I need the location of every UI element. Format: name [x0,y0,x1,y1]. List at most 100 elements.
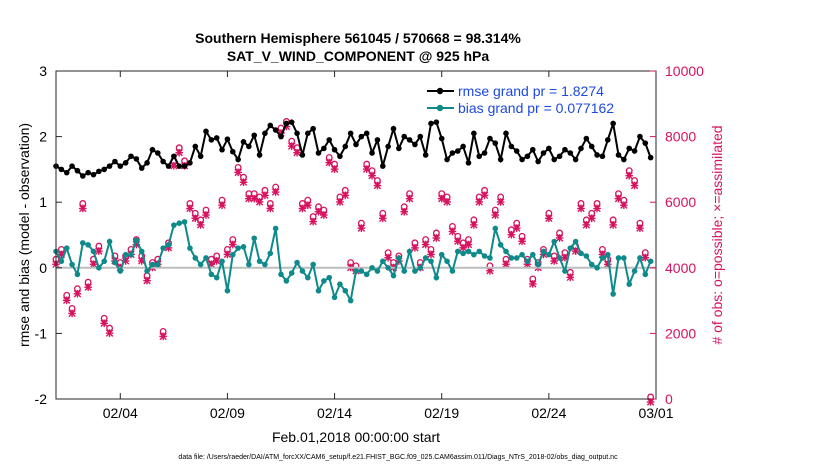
obs-assimilated-point [641,253,650,262]
rmse-point [471,130,477,137]
y-right-tick-label: 6000 [665,194,696,210]
bias-point [594,265,600,271]
rmse-point [208,137,215,143]
obs-assimilated-point [223,250,232,259]
rmse-point [572,156,579,163]
obs-assimilated-point [212,257,221,265]
bias-point [524,258,531,265]
rmse-point [176,163,183,169]
bias-point [503,248,509,255]
bias-point [79,240,86,246]
rmse-point [647,154,654,161]
rmse-series-line [55,120,652,178]
rmse-point [637,133,643,140]
bias-series-markers [53,219,654,304]
bias-point [331,294,338,301]
rmse-point [604,137,611,143]
rmse-point [278,133,284,140]
bias-point [438,251,445,258]
rmse-point [181,163,188,169]
bias-point [224,287,231,294]
bias-point [508,255,515,261]
obs-assimilated-point [368,171,376,180]
bias-point [481,253,488,259]
bias-point [288,270,295,276]
obs-assimilated-point [261,191,269,200]
bias-point [529,251,536,258]
bias-point [417,265,424,271]
rmse-point [508,143,515,150]
rmse-point [213,135,220,141]
bias-point [433,274,440,281]
rmse-point [551,156,558,163]
obs-assimilated-point [550,257,559,265]
obs-assimilated-point [62,296,71,305]
obs-assimilated-point [255,198,264,206]
rmse-point [444,156,450,163]
data-file-footer: data file: /Users/raeder/DAI/ATM_forcXX/… [178,454,618,461]
obs-assimilated-point [636,224,644,232]
bias-point [567,245,574,251]
y-tick-label: -1 [35,325,48,341]
bias-point [444,258,450,265]
bias-point [63,245,70,251]
rmse-point [106,163,113,169]
bias-point [337,281,343,288]
bias-point [138,248,145,255]
obs-assimilated-point [245,194,253,203]
rmse-point [203,128,209,135]
bias-point [321,278,327,284]
bias-point [187,245,193,251]
bias-point [74,271,81,278]
bias-point [428,258,434,265]
bias-point [272,225,279,232]
plot-area: 02/04 02/09 02/14 02/19 02/24 03/01 -2-10123 … [35,63,705,421]
bias-point [117,268,124,274]
bias-point [497,242,504,248]
obs-assimilated-point [159,332,167,341]
bias-point [283,278,290,284]
rmse-point [128,153,134,160]
x-tick-label: 02/09 [210,405,245,421]
bias-point [578,250,584,257]
obs-assimilated-point [196,221,205,229]
rmse-point [256,152,263,158]
bias-point [572,238,579,245]
obs-assimilated-point [582,221,591,229]
obs-assimilated-point [95,247,103,255]
rmse-point [304,130,311,137]
rmse-point [192,143,199,150]
obs-assimilated-point [266,204,275,213]
y-tick-label: 0 [39,260,47,276]
bias-point [583,253,590,259]
rmse-point [621,156,627,163]
obs-assimilated-point [507,230,516,239]
rmse-point [460,143,466,150]
bias-point [642,271,649,278]
obs-assimilated-point [271,188,280,196]
rmse-point [379,163,386,169]
obs-assimilated-point [571,247,580,255]
obs-assimilated-point [470,221,478,229]
bias-point [610,291,616,297]
rmse-point [492,140,499,146]
rmse-point [406,137,413,143]
rmse-point [599,153,606,160]
obs-assimilated-point [105,329,114,337]
bias-point [390,272,397,279]
rmse-point [326,137,333,143]
rmse-point [299,152,306,158]
rmse-point [390,125,397,132]
bias-point [492,225,499,232]
rmse-point [503,130,509,137]
bias-point [278,271,284,278]
obs-assimilated-point [84,283,92,291]
rmse-point [487,135,493,142]
bias-point [235,245,241,251]
rmse-point [535,158,541,165]
bias-point [460,250,466,257]
bias-point [69,261,75,268]
obs-assimilated-point [593,204,601,213]
bias-point [203,255,209,261]
rmse-point [74,167,81,174]
